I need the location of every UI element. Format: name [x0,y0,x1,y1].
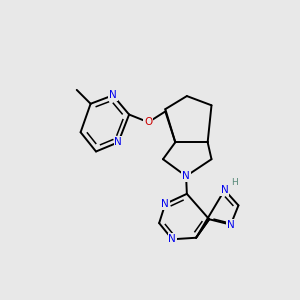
Text: N: N [182,171,190,181]
Text: N: N [221,185,229,195]
Text: N: N [115,137,122,147]
Text: N: N [227,220,235,230]
Text: N: N [161,199,169,209]
Text: H: H [231,178,238,187]
Text: N: N [109,90,117,100]
Text: N: N [168,234,176,244]
Text: O: O [144,117,152,127]
